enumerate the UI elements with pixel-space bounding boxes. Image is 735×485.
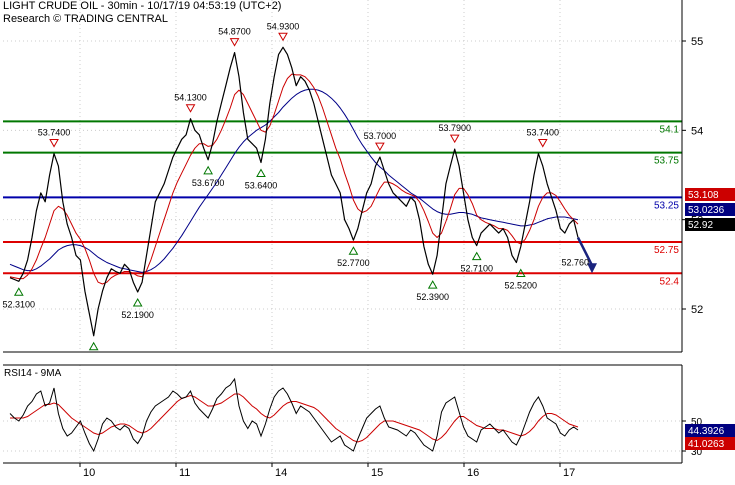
chart-credit: Research © TRADING CENTRAL xyxy=(3,13,168,25)
ma-slow-line xyxy=(9,88,579,273)
xtick-label-5: 17 xyxy=(563,467,575,479)
low-label-13: 52.3900 xyxy=(416,292,449,302)
rsi-tag-label-0: 44.3926 xyxy=(688,426,725,437)
chart-title: LIGHT CRUDE OIL - 30min - 10/17/19 04:53… xyxy=(3,0,282,12)
low-marker-8 xyxy=(88,341,99,351)
low-marker-14 xyxy=(471,251,482,261)
low-marker-15 xyxy=(515,268,526,278)
rsi-panel xyxy=(3,365,682,463)
low-label-7: 52.3100 xyxy=(3,299,36,309)
low-label-15: 52.5200 xyxy=(504,281,537,291)
high-label-2: 54.8700 xyxy=(218,27,251,37)
high-label-5: 53.7900 xyxy=(438,123,471,133)
price-tag-bg-2 xyxy=(685,218,735,231)
low-label-14: 52.7100 xyxy=(460,264,493,274)
ytick-label-main-0: 55 xyxy=(691,36,703,48)
low-label-12: 52.7700 xyxy=(337,258,370,268)
price-tag-bg-0 xyxy=(685,188,735,201)
low-label-9: 52.1900 xyxy=(121,310,154,320)
rsi-tag-bg-1 xyxy=(685,437,735,450)
rsi-title: RSI14 - 9MA xyxy=(4,368,62,379)
level-label-1: 53.75 xyxy=(654,156,679,167)
price-tag-label-0: 53.108 xyxy=(688,190,719,201)
high-label-4: 53.7000 xyxy=(364,131,397,141)
rsi-line xyxy=(9,377,579,453)
low-marker-13 xyxy=(427,280,438,289)
high-marker-2 xyxy=(229,38,240,47)
main-panel xyxy=(3,0,682,352)
ytick-label-main-3: 52 xyxy=(691,304,703,316)
high-label-1: 54.1300 xyxy=(174,93,207,103)
xtick-label-0: 10 xyxy=(83,467,95,479)
xtick-label-4: 16 xyxy=(467,467,479,479)
high-marker-5 xyxy=(449,134,460,144)
forecast-label: 52.760 xyxy=(561,257,589,267)
high-marker-6 xyxy=(537,139,548,148)
low-marker-11 xyxy=(256,168,266,177)
price-tag-label-1: 53.0236 xyxy=(688,205,725,216)
low-marker-9 xyxy=(132,298,143,307)
high-marker-4 xyxy=(374,142,385,152)
level-label-0: 54.1 xyxy=(660,124,680,135)
level-label-3: 52.75 xyxy=(654,245,679,256)
xtick-label-3: 15 xyxy=(371,467,383,479)
high-label-3: 54.9300 xyxy=(267,21,300,31)
forecast-arrow-head xyxy=(587,263,597,274)
rsi-ma-line xyxy=(10,393,579,443)
level-label-4: 52.4 xyxy=(660,276,680,287)
ytick-label-rsi-0: 50 xyxy=(691,417,703,428)
low-marker-7 xyxy=(13,287,24,296)
ytick-label-main-1: 54 xyxy=(691,125,703,137)
xtick-label-1: 11 xyxy=(179,467,190,479)
rsi-tag-label-1: 41.0263 xyxy=(688,439,725,450)
high-marker-0 xyxy=(49,139,59,148)
price-tag-label-2: 52.92 xyxy=(688,220,713,231)
low-marker-12 xyxy=(348,246,359,255)
price-tag-bg-1 xyxy=(685,203,735,216)
high-label-6: 53.7400 xyxy=(527,128,560,138)
high-marker-3 xyxy=(278,32,288,42)
xtick-label-2: 14 xyxy=(275,467,287,479)
high-marker-1 xyxy=(185,104,196,113)
ytick-label-rsi-1: 30 xyxy=(691,447,703,458)
price-line xyxy=(9,46,579,337)
low-label-10: 53.6700 xyxy=(192,178,225,188)
forecast-arrow-shaft xyxy=(576,236,594,266)
low-label-11: 53.6400 xyxy=(245,180,278,190)
rsi-tag-bg-0 xyxy=(685,424,735,437)
high-label-0: 53.7400 xyxy=(38,128,71,138)
low-marker-10 xyxy=(203,165,214,175)
level-label-2: 53.25 xyxy=(654,200,679,211)
